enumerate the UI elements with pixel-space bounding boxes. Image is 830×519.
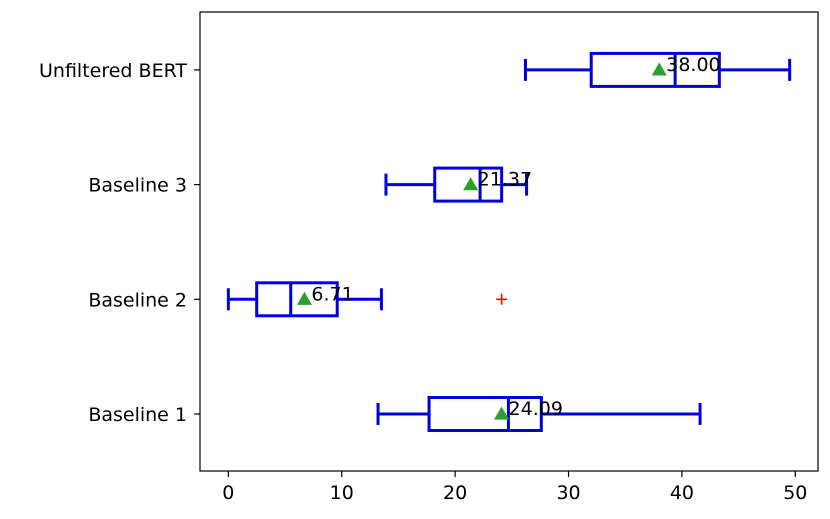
mean-marker	[494, 406, 510, 420]
y-tick-label: Baseline 2	[88, 289, 187, 311]
x-tick-label: 30	[556, 482, 580, 504]
y-tick-label: Baseline 3	[88, 175, 187, 197]
x-tick-label: 20	[443, 482, 467, 504]
box	[589, 51, 721, 88]
box	[255, 281, 339, 318]
plot-area: 24.09 6.71 21.37 38.00	[226, 51, 792, 432]
x-tick-label: 0	[222, 482, 234, 504]
outlier-marker	[496, 293, 508, 305]
plot-frame	[199, 11, 819, 472]
y-tick-label: Unfiltered BERT	[39, 60, 187, 82]
box-group-baseline-2: 6.71	[226, 281, 508, 318]
x-tick-label: 40	[670, 482, 694, 504]
box	[427, 396, 543, 432]
y-tick-label: Baseline 1	[88, 404, 187, 426]
mean-label: 38.00	[666, 54, 720, 76]
box-group-baseline-1: 24.09	[376, 396, 702, 432]
axes: 0 10 20 30 40 50 Baseline 1 Baseline 2 Baseline …	[39, 60, 807, 504]
mean-label: 21.37	[478, 169, 532, 191]
mean-label: 24.09	[509, 398, 563, 420]
mean-marker	[463, 177, 479, 191]
mean-marker	[296, 291, 312, 305]
x-tick-label: 50	[783, 482, 807, 504]
box-group-unfiltered-bert: 38.00	[523, 51, 792, 88]
box	[433, 166, 504, 203]
mean-label: 6.71	[311, 283, 353, 305]
mean-marker	[651, 62, 667, 76]
x-tick-label: 10	[330, 482, 354, 504]
box-group-baseline-3: 21.37	[384, 166, 532, 203]
